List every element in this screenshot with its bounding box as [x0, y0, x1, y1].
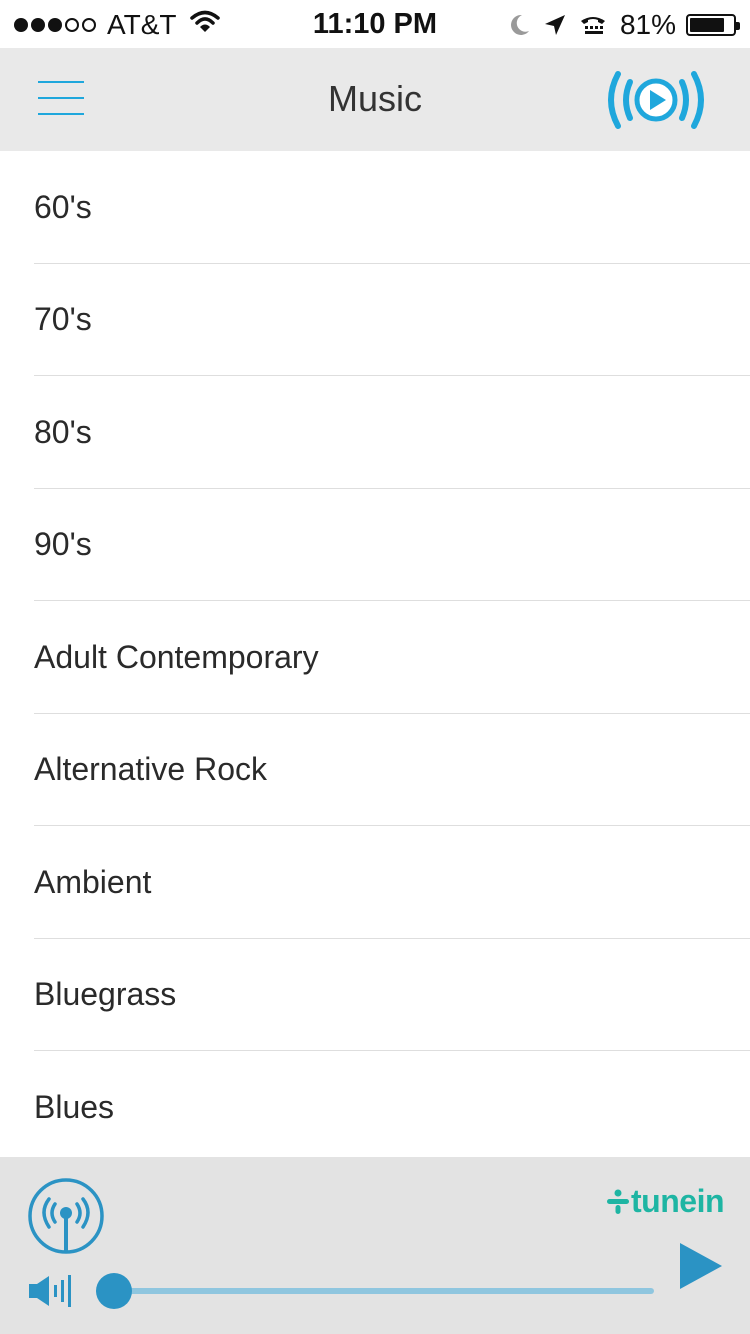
list-item[interactable]: 90's [0, 489, 750, 602]
tunein-logo: tunein [605, 1183, 724, 1220]
genre-label: Bluegrass [34, 976, 177, 1013]
genre-label: Blues [34, 1088, 115, 1125]
status-bar: AT&T 11:10 PM [0, 0, 750, 48]
wifi-icon [190, 9, 221, 41]
genre-label: 80's [34, 413, 92, 450]
tty-icon [580, 14, 606, 36]
tunein-brand-text: tunein [631, 1183, 724, 1219]
nav-bar: Music [0, 48, 750, 151]
location-arrow-icon [544, 14, 566, 36]
player-bar: tunein [0, 1157, 750, 1334]
carrier-name: AT&T [107, 9, 177, 40]
genre-label: Ambient [34, 863, 152, 900]
speaker-volume-icon[interactable] [28, 1274, 74, 1308]
volume-slider-track [96, 1288, 654, 1294]
list-item[interactable]: 60's [0, 151, 750, 264]
genre-label: Adult Contemporary [34, 638, 319, 675]
play-icon[interactable] [680, 1243, 722, 1289]
status-right: 81% [494, 8, 740, 42]
list-item[interactable]: Bluegrass [0, 939, 750, 1052]
genre-label: 70's [34, 301, 92, 338]
genre-label: 90's [34, 526, 92, 563]
status-time: 11:10 PM [312, 8, 438, 40]
page-title: Music [327, 78, 422, 119]
genre-label: Alternative Rock [34, 751, 267, 788]
moon-icon [508, 13, 530, 37]
list-item[interactable]: Ambient [0, 826, 750, 939]
volume-slider-thumb[interactable] [96, 1273, 132, 1309]
genre-list: 60's 70's 80's 90's Adult Contemporary Altern… [0, 151, 750, 1157]
battery-icon [686, 14, 740, 36]
cellular-signal-icon [14, 18, 99, 32]
battery-fill [690, 18, 725, 32]
list-item[interactable]: Alternative Rock [0, 714, 750, 827]
battery-percent: 81% [619, 9, 676, 40]
genre-label: 60's [34, 188, 92, 225]
radio-broadcast-icon[interactable] [27, 1177, 105, 1255]
list-item[interactable]: Blues [0, 1051, 750, 1157]
list-item[interactable]: Adult Contemporary [0, 601, 750, 714]
volume-slider[interactable] [96, 1273, 654, 1309]
now-playing-broadcast-icon[interactable] [604, 70, 708, 130]
hamburger-menu-icon[interactable] [38, 81, 86, 117]
list-item[interactable]: 70's [0, 264, 750, 377]
list-item[interactable]: 80's [0, 376, 750, 489]
tunein-plus-icon [607, 1189, 630, 1214]
status-left: AT&T [14, 8, 221, 42]
